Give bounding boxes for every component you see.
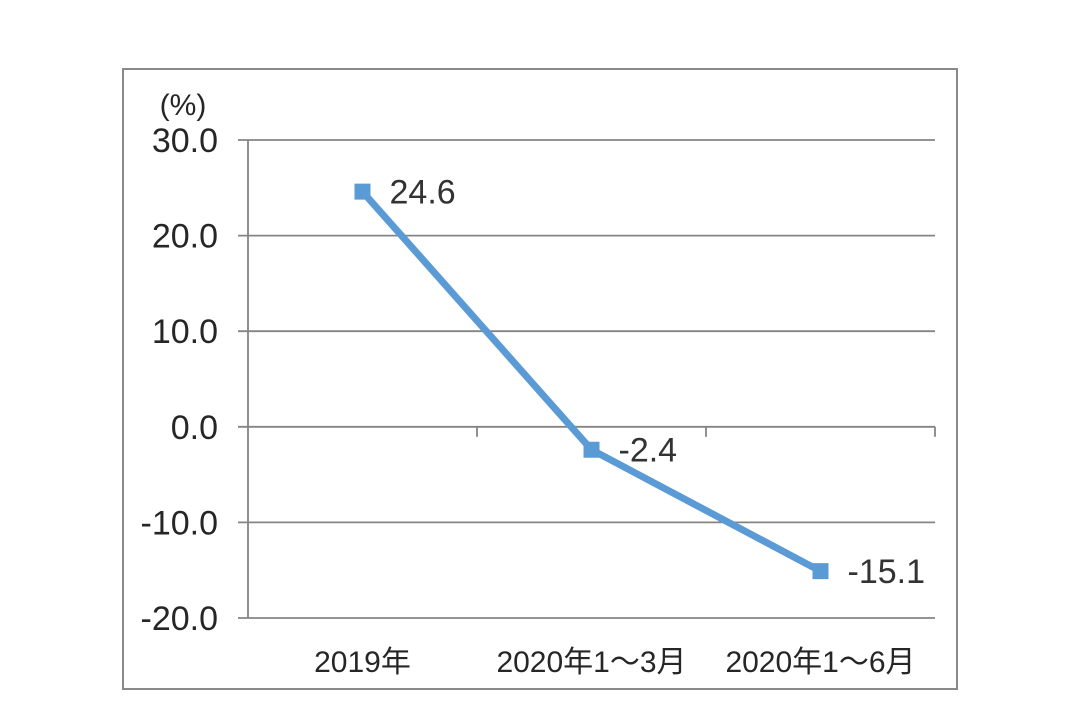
gridlines-group xyxy=(238,139,935,619)
y-tick-label: 30.0 xyxy=(152,122,218,160)
data-point-marker xyxy=(354,183,371,200)
x-category-label: 2019年 xyxy=(314,646,411,679)
y-tick-label: 0.0 xyxy=(171,409,218,447)
y-tick-label: -20.0 xyxy=(141,600,219,638)
x-category-label: 2020年1～3月 xyxy=(496,646,686,679)
line-chart: 24.6-2.4-15.1 30.020.010.00.0-10.0-20.0 … xyxy=(122,68,958,690)
y-tick-label: 20.0 xyxy=(152,218,218,256)
data-point-marker xyxy=(583,441,600,458)
y-tick-labels-group: 30.0 20.0 10.0 0.0 -10.0 -20.0 xyxy=(141,122,219,638)
y-tick-label: -10.0 xyxy=(141,504,219,542)
data-label: -2.4 xyxy=(619,432,678,470)
x-category-label: 2020年1～6月 xyxy=(725,646,915,679)
y-tick-label: 10.0 xyxy=(152,313,218,351)
data-point-marker xyxy=(812,563,829,580)
x-category-labels-group: 2019年 2020年1～3月 2020年1～6月 xyxy=(314,646,915,679)
chart-outer-border xyxy=(122,68,958,690)
chart-border-box: 24.6 -2.4 -15.1 30.0 20.0 10.0 0.0 -10.0 -20.0 … xyxy=(122,68,958,690)
data-label: -15.1 xyxy=(848,553,926,591)
y-axis-unit-label: (%) xyxy=(160,89,207,122)
markers-group xyxy=(354,183,829,580)
data-label: 24.6 xyxy=(390,174,456,212)
data-labels-group: 24.6 -2.4 -15.1 xyxy=(390,174,926,592)
axes-group xyxy=(247,140,936,618)
